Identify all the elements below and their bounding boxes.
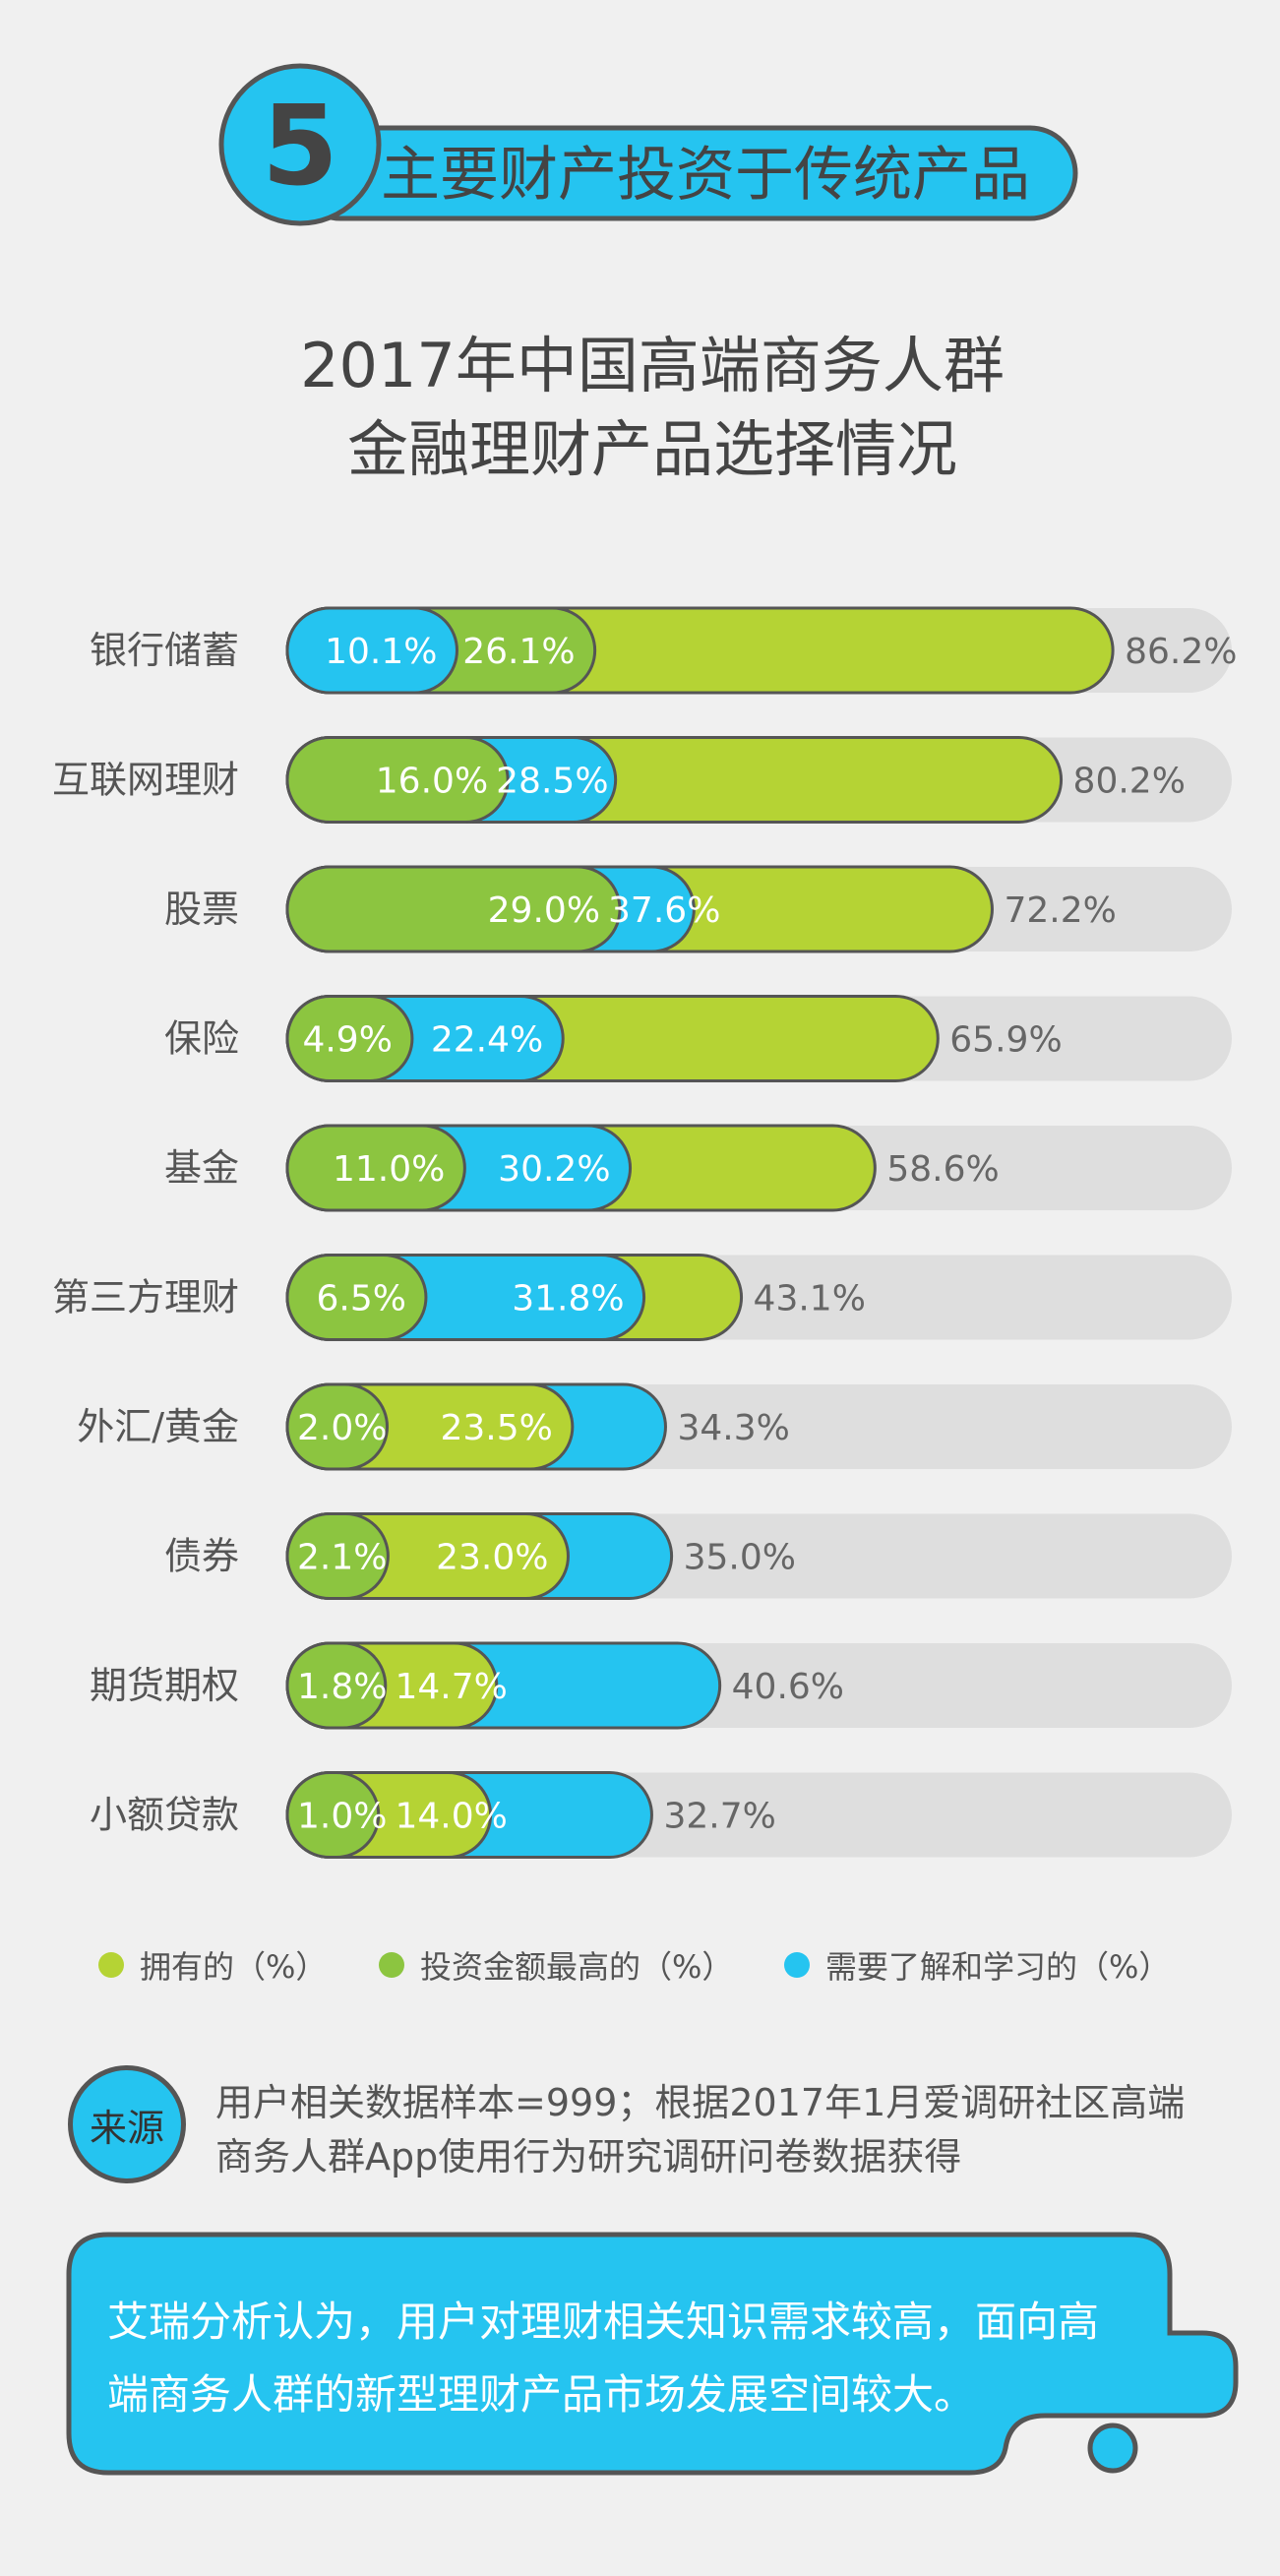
data-label-top-investment: 2.1% xyxy=(297,1538,387,1578)
data-label-top-investment: 1.0% xyxy=(297,1797,387,1837)
source-line-1: 用户相关数据样本=999；根据2017年1月爱调研社区高端 xyxy=(215,2081,1186,2124)
data-label-owned: 80.2% xyxy=(1073,762,1186,802)
chart-row: 保险 4.9% 22.4% 65.9% xyxy=(164,995,1232,1082)
data-label-owned: 58.6% xyxy=(886,1149,999,1190)
data-label-owned: 72.2% xyxy=(1004,890,1116,931)
data-label-owned: 23.5% xyxy=(440,1408,552,1448)
category-label: 第三方理财 xyxy=(52,1276,239,1319)
data-label-owned: 65.9% xyxy=(949,1020,1062,1061)
category-label: 债券 xyxy=(164,1535,239,1578)
chart-title: 2017年中国高端商务人群 金融理财产品选择情况 xyxy=(25,324,1280,491)
bar-top-investment xyxy=(285,1512,390,1600)
section-number: 5 xyxy=(262,83,338,211)
category-label: 外汇/黄金 xyxy=(77,1405,239,1448)
data-label-top-investment: 4.9% xyxy=(302,1020,392,1061)
bar-top-investment xyxy=(285,865,622,953)
conclusion-text: 艾瑞分析认为，用户对理财相关知识需求较高，面向高 端商务人群的新型理财产品市场发… xyxy=(107,2286,1099,2431)
chart-row: 股票 29.0% 37.6% 72.2% xyxy=(164,865,1232,953)
category-label: 互联网理财 xyxy=(52,759,239,802)
data-label-want-to-learn: 31.8% xyxy=(512,1279,624,1319)
data-label-owned: 43.1% xyxy=(754,1279,866,1319)
data-label-top-investment: 26.1% xyxy=(462,632,575,672)
data-label-top-investment: 16.0% xyxy=(376,762,488,802)
category-label: 期货期权 xyxy=(90,1664,239,1707)
chart-row: 基金 11.0% 30.2% 58.6% xyxy=(164,1124,1232,1212)
bar-top-investment xyxy=(285,1641,388,1730)
legend-label-top-investment: 投资金额最高的（%） xyxy=(420,1948,734,1986)
conclusion-line-2: 端商务人群的新型理财产品市场发展空间较大。 xyxy=(107,2370,976,2419)
chart-row: 银行储蓄 10.1% 26.1% 86.2% xyxy=(90,606,1237,695)
chart-row: 第三方理财 6.5% 31.8% 43.1% xyxy=(52,1254,1232,1341)
legend-label-owned: 拥有的（%） xyxy=(140,1948,328,1986)
legend: 拥有的（%） 投资金额最高的（%） 需要了解和学习的（%） xyxy=(0,1943,1280,1987)
data-label-owned: 86.2% xyxy=(1125,632,1237,672)
bar-top-investment xyxy=(285,1771,381,1859)
section-header: 主要财产投资于传统产品 5 xyxy=(218,63,1078,226)
data-label-top-investment: 6.5% xyxy=(316,1279,405,1319)
conclusion-callout xyxy=(66,2232,1239,2476)
chart-row: 互联网理财 16.0% 28.5% 80.2% xyxy=(52,736,1232,824)
data-label-want-to-learn: 37.6% xyxy=(608,890,720,931)
callout-tail-dot xyxy=(1087,2423,1138,2474)
chart-row: 外汇/黄金 2.0% 23.5% 34.3% xyxy=(77,1382,1232,1471)
legend-swatch-want-to-learn xyxy=(784,1952,810,1978)
data-label-owned: 14.0% xyxy=(395,1797,507,1837)
data-label-want-to-learn: 35.0% xyxy=(684,1538,796,1578)
chart-title-line-1: 2017年中国高端商务人群 xyxy=(300,330,1005,401)
data-label-want-to-learn: 32.7% xyxy=(663,1797,775,1837)
data-label-want-to-learn: 28.5% xyxy=(496,762,608,802)
section-number-circle xyxy=(218,63,382,226)
source-note: 用户相关数据样本=999；根据2017年1月爱调研社区高端 商务人群App使用行… xyxy=(215,2076,1185,2184)
data-label-want-to-learn: 40.6% xyxy=(732,1667,844,1707)
category-label: 基金 xyxy=(164,1146,239,1190)
legend-label-want-to-learn: 需要了解和学习的（%） xyxy=(825,1948,1171,1986)
data-label-top-investment: 29.0% xyxy=(488,890,600,931)
chart-row: 小额贷款 1.0% 14.0% 32.7% xyxy=(90,1771,1232,1859)
bar-top-investment xyxy=(285,736,510,824)
chart-row: 期货期权 1.8% 14.7% 40.6% xyxy=(90,1641,1232,1730)
legend-swatch-top-investment xyxy=(379,1952,404,1978)
category-label: 银行储蓄 xyxy=(90,629,239,672)
chart-row: 债券 2.1% 23.0% 35.0% xyxy=(164,1512,1232,1600)
bar-want-to-learn xyxy=(285,606,458,695)
data-label-owned: 23.0% xyxy=(436,1538,548,1578)
bar-chart: 银行储蓄 10.1% 26.1% 86.2% 互联网理财 16.0% 28.5% 80.2% 股… xyxy=(52,606,1237,1859)
bar-top-investment xyxy=(285,1254,428,1341)
category-label: 股票 xyxy=(164,888,239,931)
data-label-want-to-learn: 10.1% xyxy=(325,632,437,672)
callout-bubble xyxy=(66,2232,1239,2476)
source-badge: 来源 xyxy=(68,2065,186,2183)
section-heading: 主要财产投资于传统产品 xyxy=(381,141,1030,210)
legend-swatch-owned xyxy=(98,1952,124,1978)
chart-title-line-2: 金融理财产品选择情况 xyxy=(346,413,957,485)
data-label-want-to-learn: 34.3% xyxy=(677,1408,789,1448)
data-label-want-to-learn: 22.4% xyxy=(431,1020,543,1061)
bar-top-investment xyxy=(285,1382,390,1471)
source-line-2: 商务人群App使用行为研究调研问卷数据获得 xyxy=(215,2135,962,2178)
category-label: 保险 xyxy=(164,1017,239,1061)
legend-item-owned: 拥有的（%） xyxy=(98,1943,327,1987)
data-label-top-investment: 1.8% xyxy=(297,1667,387,1707)
data-label-top-investment: 11.0% xyxy=(333,1149,445,1190)
legend-item-top-investment: 投资金额最高的（%） xyxy=(379,1943,733,1987)
legend-item-want-to-learn: 需要了解和学习的（%） xyxy=(784,1943,1170,1987)
data-label-top-investment: 2.0% xyxy=(297,1408,387,1448)
bar-top-investment xyxy=(285,1124,466,1212)
bar-top-investment xyxy=(285,995,414,1082)
category-label: 小额贷款 xyxy=(90,1794,239,1837)
data-label-owned: 14.7% xyxy=(395,1667,507,1707)
data-label-want-to-learn: 30.2% xyxy=(498,1149,610,1190)
conclusion-line-1: 艾瑞分析认为，用户对理财相关知识需求较高，面向高 xyxy=(107,2298,1100,2346)
